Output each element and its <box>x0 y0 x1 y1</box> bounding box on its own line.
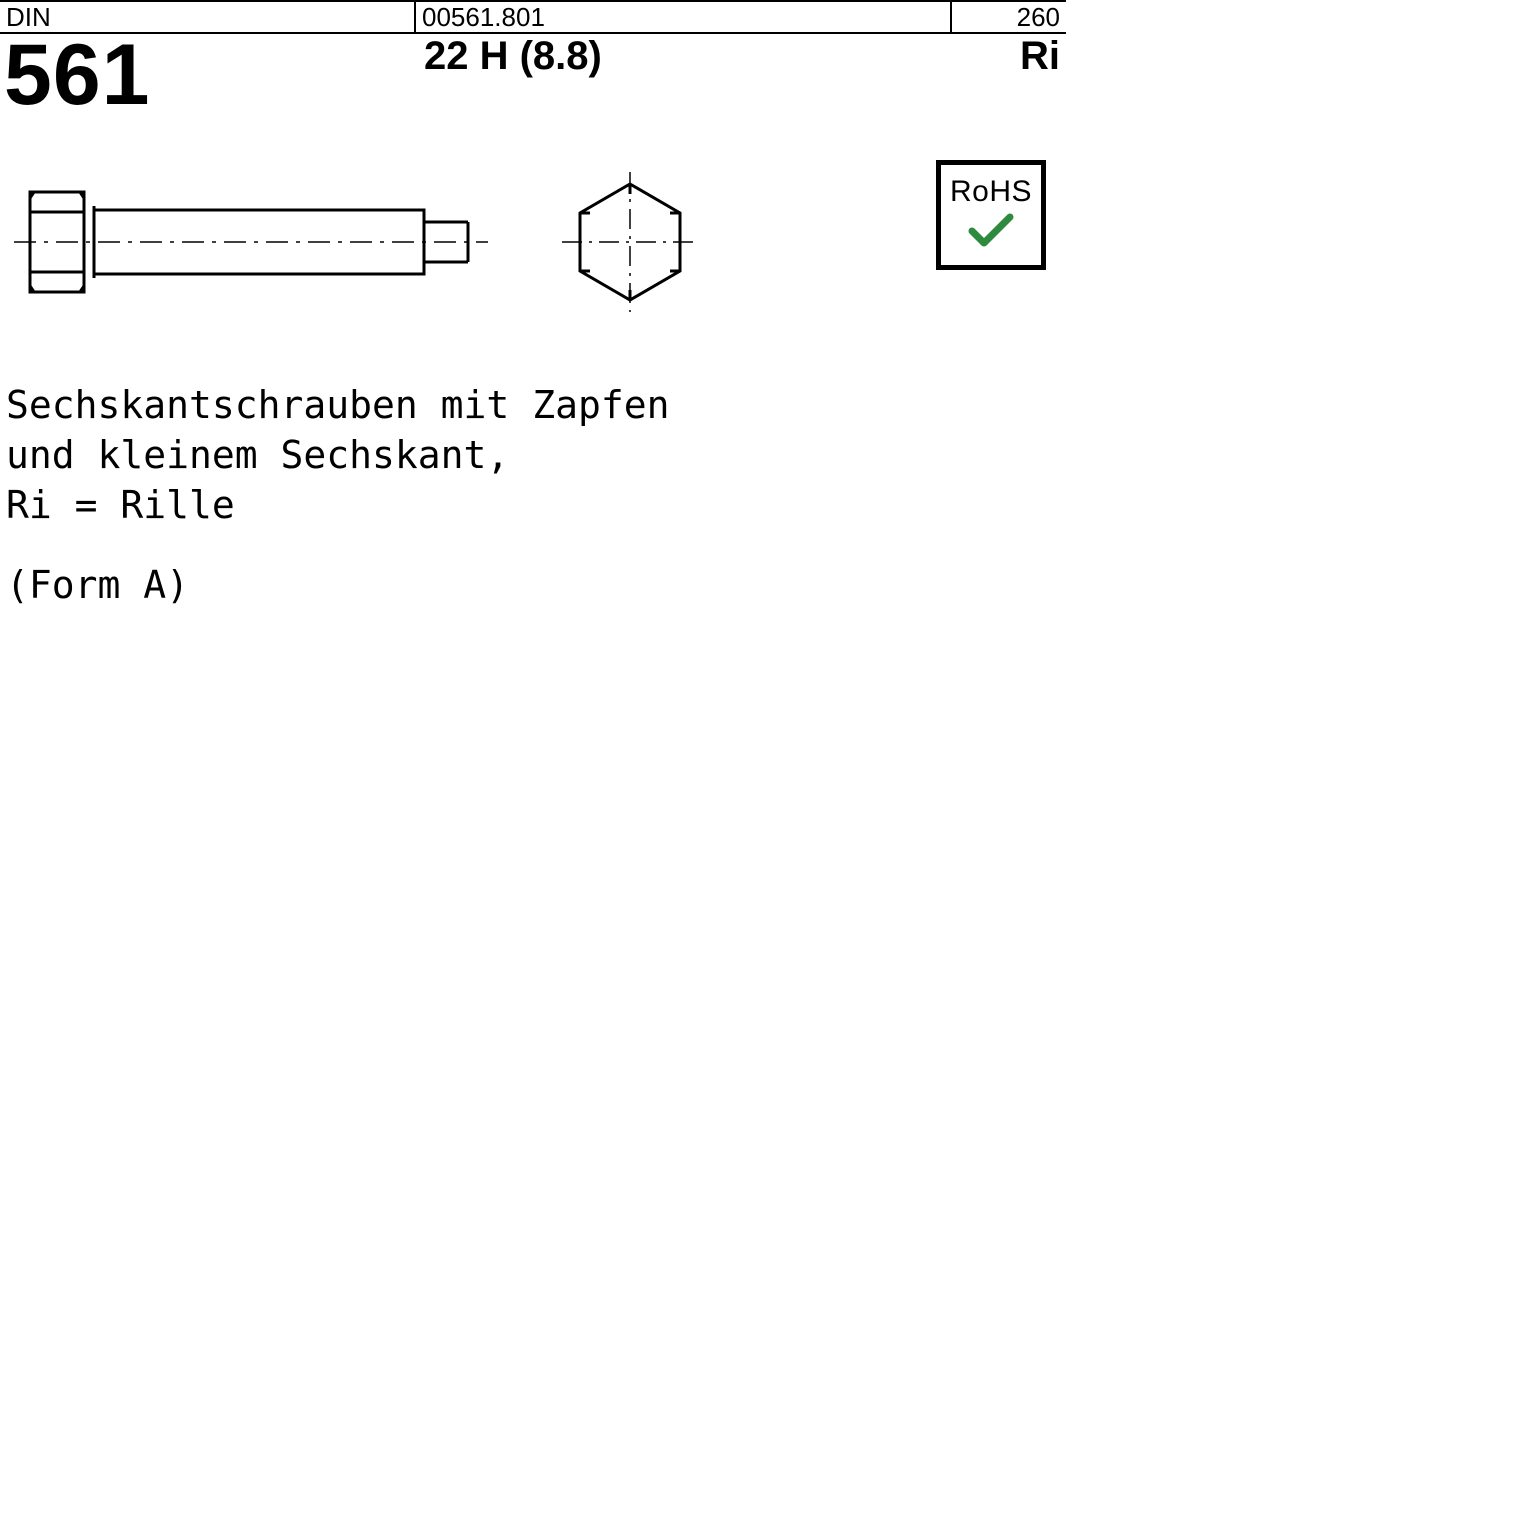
rohs-badge: RoHS <box>936 160 1046 270</box>
header-cell-article: 00561.801 <box>416 2 952 32</box>
desc-line-3: Ri = Rille <box>6 483 235 527</box>
desc-line-2: und kleinem Sechskant, <box>6 433 509 477</box>
header-row: DIN 00561.801 260 <box>0 0 1066 34</box>
sheet: DIN 00561.801 260 561 22 H (8.8) Ri <box>0 0 1536 1536</box>
header-cell-page: 260 <box>952 2 1066 32</box>
technical-drawing <box>10 162 730 322</box>
desc-line-1: Sechskantschrauben mit Zapfen <box>6 383 669 427</box>
bolt-drawing-svg <box>10 162 730 322</box>
strength-grade: 22 H (8.8) <box>416 34 952 79</box>
din-number: 561 <box>4 26 151 125</box>
content-area: DIN 00561.801 260 561 22 H (8.8) Ri <box>0 0 1066 1066</box>
description: Sechskantschrauben mit Zapfen und kleine… <box>6 380 806 530</box>
title-row: 561 22 H (8.8) Ri <box>0 34 1066 120</box>
form-note: (Form A) <box>6 560 189 610</box>
rohs-label: RoHS <box>941 175 1041 209</box>
ri-marker: Ri <box>1020 34 1060 79</box>
rohs-check-icon <box>941 211 1041 256</box>
